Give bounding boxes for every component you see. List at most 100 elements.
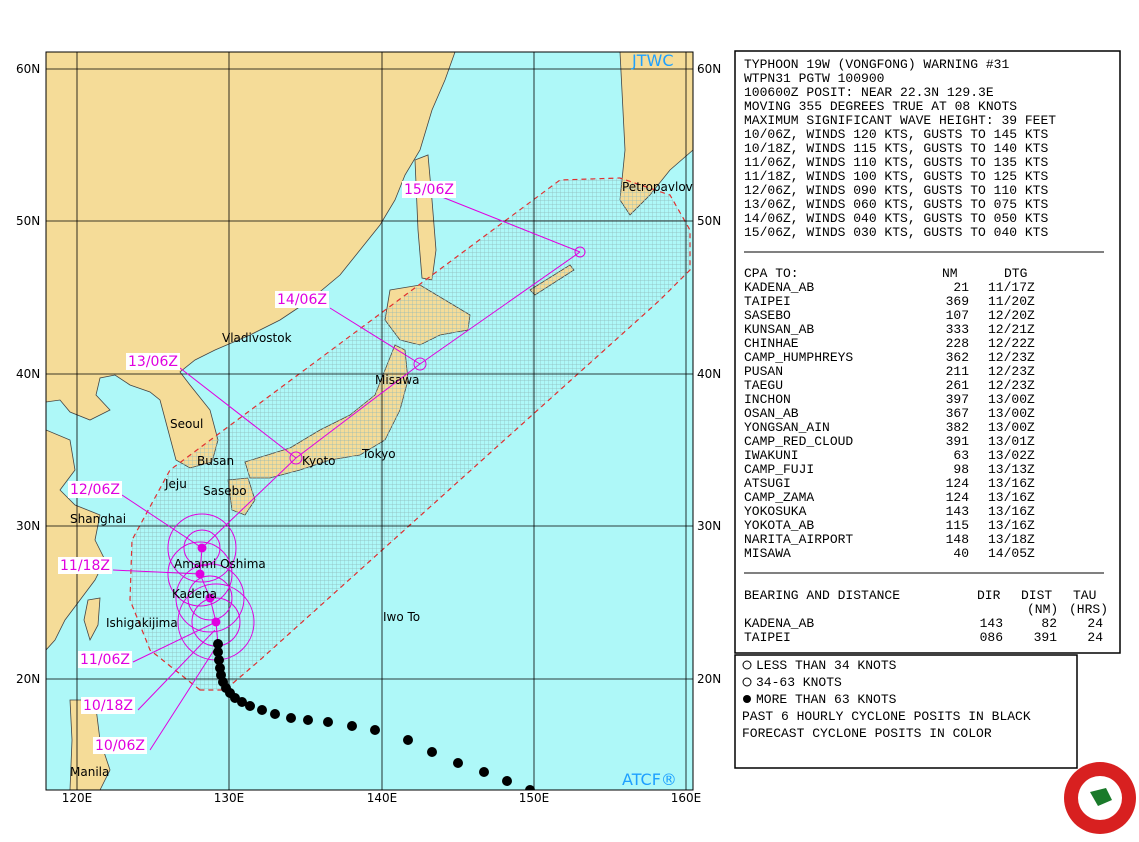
legend-symbol bbox=[742, 677, 752, 687]
past-posit bbox=[214, 655, 224, 665]
cpa-dtg: 12/23Z bbox=[988, 378, 1035, 393]
forecast-label: 10/06Z bbox=[95, 738, 145, 754]
past-posit bbox=[502, 776, 512, 786]
cpa-nm: 211 bbox=[946, 364, 970, 379]
jtwc-logo bbox=[1064, 762, 1136, 834]
bearing-tau: 24 bbox=[1087, 630, 1103, 645]
lat-label: 50N bbox=[697, 214, 721, 228]
forecast-label: 10/18Z bbox=[83, 698, 133, 714]
cpa-nm: 124 bbox=[946, 490, 970, 505]
cpa-col: DTG bbox=[1004, 266, 1027, 281]
warning-line: 10/18Z, WINDS 115 KTS, GUSTS TO 140 KTS bbox=[744, 141, 1048, 156]
place-label: Iwo To bbox=[383, 610, 420, 624]
cpa-name: CAMP_ZAMA bbox=[744, 490, 814, 505]
warning-line: 12/06Z, WINDS 090 KTS, GUSTS TO 110 KTS bbox=[744, 183, 1048, 198]
cpa-name: CAMP_RED_CLOUD bbox=[744, 434, 853, 449]
cpa-dtg: 13/18Z bbox=[988, 532, 1035, 547]
bearing-tau: 24 bbox=[1087, 616, 1103, 631]
cpa-name: YOKOTA_AB bbox=[744, 518, 814, 533]
cpa-dtg: 12/20Z bbox=[988, 308, 1035, 323]
place-label: Shanghai bbox=[70, 512, 126, 526]
warning-line: 15/06Z, WINDS 030 KTS, GUSTS TO 040 KTS bbox=[744, 225, 1048, 240]
cpa-dtg: 14/05Z bbox=[988, 546, 1035, 561]
cpa-name: KADENA_AB bbox=[744, 280, 814, 295]
bearing-dir: 086 bbox=[980, 630, 1003, 645]
cpa-dtg: 13/02Z bbox=[988, 448, 1035, 463]
cpa-nm: 228 bbox=[946, 336, 969, 351]
label-bg bbox=[402, 181, 456, 198]
warning-panel bbox=[734, 50, 1121, 654]
legend-symbol bbox=[742, 660, 752, 670]
forecast-label: 13/06Z bbox=[128, 354, 178, 370]
cpa-nm: 107 bbox=[946, 308, 969, 323]
cpa-nm: 63 bbox=[953, 448, 969, 463]
cpa-name: PUSAN bbox=[744, 364, 783, 379]
cpa-dtg: 12/21Z bbox=[988, 322, 1035, 337]
badge: JTWC bbox=[631, 51, 673, 70]
cpa-name: YONGSAN_AIN bbox=[744, 420, 830, 435]
lon-label: 120E bbox=[62, 791, 93, 805]
past-posit bbox=[257, 705, 267, 715]
cpa-dtg: 13/16Z bbox=[988, 490, 1035, 505]
warning-line: MOVING 355 DEGREES TRUE AT 08 KNOTS bbox=[744, 99, 1017, 114]
warning-line: WTPN31 PGTW 100900 bbox=[744, 71, 884, 86]
bearing-col: TAU bbox=[1073, 588, 1096, 603]
cpa-nm: 40 bbox=[953, 546, 969, 561]
cpa-nm: 382 bbox=[946, 420, 969, 435]
bearing-name: TAIPEI bbox=[744, 630, 791, 645]
lat-label: 30N bbox=[16, 519, 40, 533]
grid bbox=[46, 52, 693, 790]
label-bg bbox=[81, 697, 135, 714]
cpa-name: MISAWA bbox=[744, 546, 791, 561]
forecast-label: 11/06Z bbox=[80, 652, 130, 668]
cpa-nm: 367 bbox=[946, 406, 969, 421]
place-label: Tokyo bbox=[361, 447, 396, 461]
label-bg bbox=[126, 353, 180, 370]
forecast-label: 11/18Z bbox=[60, 558, 110, 574]
cpa-nm: 124 bbox=[946, 476, 970, 491]
map bbox=[46, 52, 693, 790]
cpa-name: CHINHAE bbox=[744, 336, 799, 351]
bearing-dist: 82 bbox=[1041, 616, 1057, 631]
cpa-name: SASEBO bbox=[744, 308, 791, 323]
cpa-dtg: 11/17Z bbox=[988, 280, 1035, 295]
cpa-dtg: 13/00Z bbox=[988, 420, 1035, 435]
cpa-name: TAEGU bbox=[744, 378, 783, 393]
cpa-nm: 143 bbox=[946, 504, 969, 519]
warning-line: 13/06Z, WINDS 060 KTS, GUSTS TO 075 KTS bbox=[744, 197, 1048, 212]
label-bg bbox=[93, 737, 147, 754]
place-label: Manila bbox=[70, 765, 109, 779]
cpa-nm: 391 bbox=[946, 434, 970, 449]
lon-label: 140E bbox=[367, 791, 398, 805]
bearing-col: DIST bbox=[1021, 588, 1052, 603]
cpa-name: NARITA_AIRPORT bbox=[744, 532, 853, 547]
past-posit bbox=[525, 785, 535, 790]
past-posit bbox=[215, 663, 225, 673]
past-posit bbox=[370, 725, 380, 735]
cpa-dtg: 13/13Z bbox=[988, 462, 1035, 477]
lon-label: 160E bbox=[671, 791, 702, 805]
lat-label: 20N bbox=[16, 672, 40, 686]
past-posit bbox=[245, 701, 255, 711]
warning-line: 14/06Z, WINDS 040 KTS, GUSTS TO 050 KTS bbox=[744, 211, 1048, 226]
cpa-dtg: 12/22Z bbox=[988, 336, 1035, 351]
label-bg bbox=[275, 291, 329, 308]
past-posit bbox=[303, 715, 313, 725]
lon-label: 130E bbox=[214, 791, 245, 805]
past-posit bbox=[453, 758, 463, 768]
label-bg bbox=[78, 651, 132, 668]
cpa-dtg: 12/23Z bbox=[988, 350, 1035, 365]
legend-item: 34-63 KNOTS bbox=[756, 675, 842, 690]
forecast-label: 15/06Z bbox=[404, 182, 454, 198]
bearing-col: (NM) bbox=[1027, 602, 1058, 617]
map-labels: 60N 60N 50N 50N 40N 40N 30N 30N 20N 20N 120E 130E 14… bbox=[16, 51, 721, 805]
cpa-nm: 115 bbox=[946, 518, 969, 533]
label-bg bbox=[68, 481, 122, 498]
place-label: Sasebo bbox=[203, 484, 247, 498]
legend-symbol bbox=[743, 695, 751, 703]
cpa-name: CAMP_HUMPHREYS bbox=[744, 350, 853, 365]
lat-label: 30N bbox=[697, 519, 721, 533]
cpa-dtg: 11/20Z bbox=[988, 294, 1035, 309]
